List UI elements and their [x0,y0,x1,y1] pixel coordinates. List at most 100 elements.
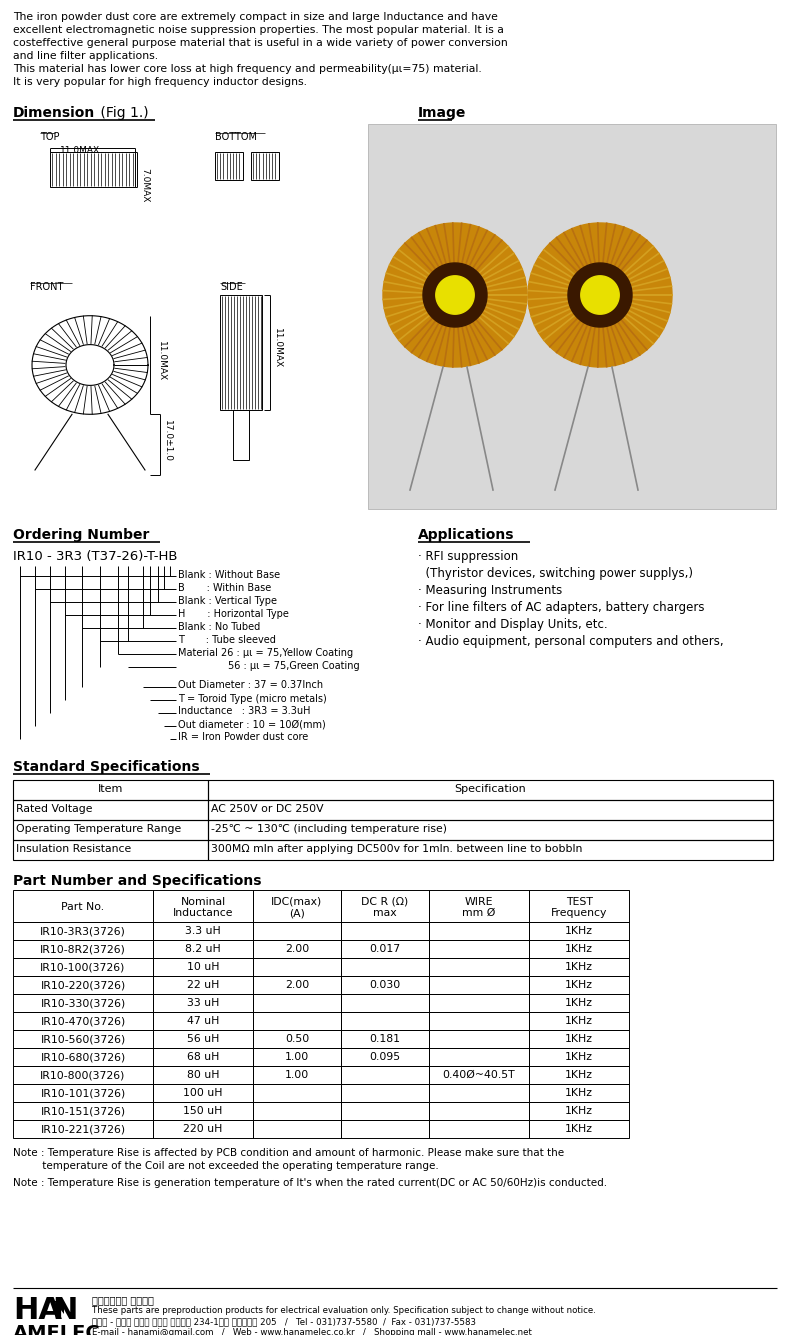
Bar [13,976,153,995]
Bar [253,1012,341,1031]
Text: 1KHz: 1KHz [565,926,593,936]
Bar [13,1067,153,1084]
Text: The iron powder dust core are extremely compact in size and large Inductance and: The iron powder dust core are extremely … [13,12,498,21]
Text: 68 uH: 68 uH [186,1052,219,1063]
Text: SIDE: SIDE [220,282,243,292]
Text: TEST: TEST [566,897,592,906]
Bar [341,976,429,995]
Bar [13,1120,153,1137]
Bar [153,940,253,959]
Bar [529,995,629,1012]
Bar [253,976,341,995]
Text: 1KHz: 1KHz [565,1124,593,1133]
Text: HA: HA [13,1296,62,1326]
Bar [253,1120,341,1137]
Bar [153,1012,253,1031]
Bar [153,995,253,1012]
Bar [341,940,429,959]
Text: 11.0MAX: 11.0MAX [273,328,282,368]
Bar [529,940,629,959]
Bar [153,1120,253,1137]
Bar [153,976,253,995]
Bar [253,890,341,922]
Text: IR10 - 3R3 (T37-26)-T-HB: IR10 - 3R3 (T37-26)-T-HB [13,550,178,563]
Bar [341,1067,429,1084]
Bar [215,152,243,180]
Polygon shape [383,223,527,367]
Bar [529,922,629,940]
Bar [13,820,208,840]
Text: IR10-101(3726): IR10-101(3726) [40,1088,126,1097]
Bar [153,1048,253,1067]
Bar [429,959,529,976]
Text: IR10-221(3726): IR10-221(3726) [40,1124,126,1133]
Bar [153,922,253,940]
Bar [13,1012,153,1031]
Text: IDC(max): IDC(max) [272,897,322,906]
Text: Specification: Specification [454,784,526,794]
Text: (Fig 1.): (Fig 1.) [96,105,149,120]
Text: 0.017: 0.017 [370,944,401,955]
Bar [429,1101,529,1120]
Text: 1.00: 1.00 [285,1069,309,1080]
Polygon shape [423,263,487,327]
Text: Ordering Number: Ordering Number [13,529,149,542]
Bar [529,1084,629,1101]
Bar [153,1084,253,1101]
Text: FRONT: FRONT [30,282,63,292]
Polygon shape [581,276,619,314]
Bar [208,820,773,840]
Bar [429,1067,529,1084]
Text: 1KHz: 1KHz [565,1035,593,1044]
Polygon shape [66,344,114,386]
Bar [13,940,153,959]
Bar [341,1084,429,1101]
Text: Applications: Applications [418,529,514,542]
Text: Rated Voltage: Rated Voltage [16,804,92,814]
Bar [429,976,529,995]
Text: 1.00: 1.00 [285,1052,309,1063]
Text: Image: Image [418,105,466,120]
Bar [253,1084,341,1101]
Text: IR10-560(3726): IR10-560(3726) [40,1035,126,1044]
Text: 1KHz: 1KHz [565,1069,593,1080]
Bar [341,1012,429,1031]
Bar [50,152,135,187]
Bar [13,1101,153,1120]
Text: AC 250V or DC 250V: AC 250V or DC 250V [211,804,324,814]
Bar [13,780,208,800]
Bar [253,995,341,1012]
Bar [429,1084,529,1101]
Text: 56 uH: 56 uH [186,1035,219,1044]
Text: 주소지 - 경기도 성남시 중원구 상대원동 234-1번지 포스테코노 205   /   Tel - 031)737-5580  /  Fax - 031): 주소지 - 경기도 성남시 중원구 상대원동 234-1번지 포스테코노 205… [92,1318,476,1326]
Text: Dimension: Dimension [13,105,96,120]
Bar [429,995,529,1012]
Bar [529,1101,629,1120]
Bar [13,959,153,976]
Bar [429,940,529,959]
Bar [13,890,153,922]
Text: Note : Temperature Rise is generation temperature of It's when the rated current: Note : Temperature Rise is generation te… [13,1177,608,1188]
Bar [429,1012,529,1031]
Text: 0.50: 0.50 [285,1035,309,1044]
Bar [153,1031,253,1048]
Text: 0.40Ø~40.5T: 0.40Ø~40.5T [442,1069,515,1080]
Text: 1KHz: 1KHz [565,980,593,991]
Text: 1KHz: 1KHz [565,944,593,955]
Text: IR10-330(3726): IR10-330(3726) [40,999,126,1008]
Bar [13,1048,153,1067]
Bar [153,1067,253,1084]
Text: 7.0MAX: 7.0MAX [140,168,149,203]
Text: IR10-8R2(3726): IR10-8R2(3726) [40,944,126,955]
Bar [341,922,429,940]
Bar [429,922,529,940]
Text: 1KHz: 1KHz [565,1016,593,1027]
Bar [529,976,629,995]
Text: IR10-3R3(3726): IR10-3R3(3726) [40,926,126,936]
Text: 2.00: 2.00 [285,944,309,955]
Polygon shape [528,223,672,367]
Text: BOTTOM: BOTTOM [215,132,257,142]
Text: 0.095: 0.095 [370,1052,401,1063]
Bar [529,959,629,976]
Text: WIRE: WIRE [465,897,493,906]
